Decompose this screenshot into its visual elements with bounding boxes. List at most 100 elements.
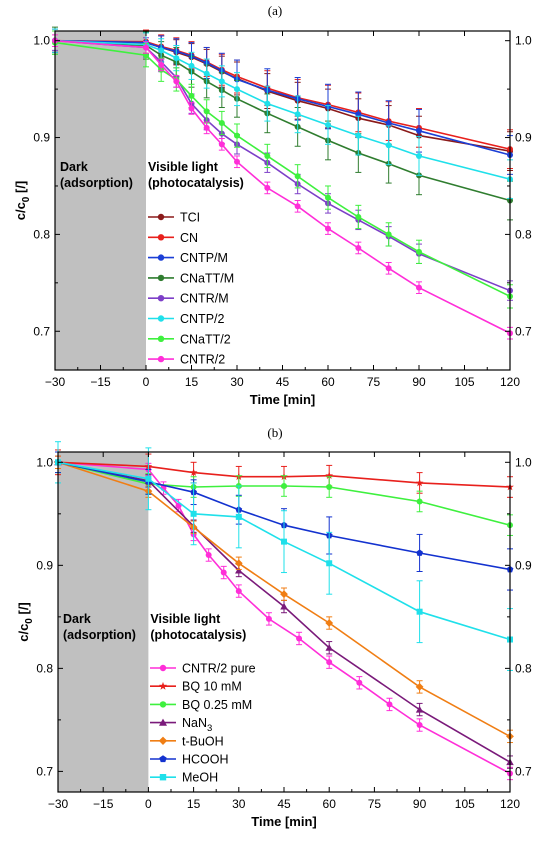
- legend-item-hcooh: HCOOH: [150, 753, 229, 767]
- data-point: [235, 566, 243, 574]
- x-tick-label: −30: [45, 375, 66, 389]
- x-tick-label: 75: [368, 797, 382, 811]
- legend-marker: [157, 274, 165, 282]
- x-tick-label: 30: [232, 797, 246, 811]
- series-cnatt-2: [52, 30, 513, 309]
- data-point: [173, 78, 180, 85]
- data-point: [188, 92, 195, 99]
- x-tick-label: −30: [48, 797, 69, 811]
- legend-marker: [157, 355, 165, 363]
- legend-label: CNTR/2 pure: [182, 662, 256, 676]
- x-tick-label: 105: [454, 375, 474, 389]
- data-point: [143, 44, 149, 51]
- data-point: [294, 111, 301, 118]
- data-point: [356, 679, 363, 686]
- dark-region-label: Dark: [63, 612, 91, 626]
- legend-item-t-buoh: t-BuOH: [150, 734, 224, 748]
- legend-label: CNaTT/2: [180, 332, 231, 346]
- legend-marker: [158, 681, 168, 690]
- data-point: [325, 644, 333, 651]
- legend-item-cntr-2: CNTR/2: [148, 353, 225, 367]
- data-point: [294, 173, 301, 180]
- legend-label: BQ 0.25 mM: [182, 698, 252, 712]
- x-tick-label: 60: [323, 797, 337, 811]
- data-point: [280, 602, 288, 610]
- legend-label: TCI: [180, 211, 200, 225]
- y-tick-label-right: 0.8: [515, 227, 532, 241]
- legend-item-bq-0-25-mm: BQ 0.25 mM: [150, 698, 252, 712]
- data-point: [189, 468, 198, 476]
- data-point: [325, 121, 331, 128]
- dark-region-label: (adsorption): [63, 628, 136, 642]
- y-tick-label-right: 1.0: [515, 455, 532, 469]
- legend-item-cntp-m: CNTP/M: [148, 251, 228, 265]
- dark-region: [58, 452, 149, 792]
- legend-item-cnatt-m: CNaTT/M: [148, 271, 234, 285]
- dark-region-label: (adsorption): [60, 176, 133, 190]
- data-point: [190, 510, 197, 517]
- legend-marker: [157, 234, 165, 241]
- data-point: [173, 55, 180, 62]
- data-point: [326, 484, 333, 491]
- data-point: [158, 61, 165, 68]
- data-point: [325, 471, 334, 479]
- legend-label: NaN3: [182, 716, 212, 734]
- y-axis-title: c/c0 [/]: [16, 602, 35, 642]
- y-tick-label-right: 0.8: [515, 661, 532, 675]
- x-tick-label: 15: [185, 375, 199, 389]
- y-tick-label: 0.8: [36, 661, 53, 675]
- legend-item-cntr-m: CNTR/M: [148, 292, 229, 306]
- legend-marker: [157, 335, 165, 342]
- y-tick-label-right: 0.9: [515, 558, 532, 572]
- data-point: [355, 244, 362, 251]
- data-point: [355, 132, 362, 139]
- x-tick-label: 90: [413, 797, 427, 811]
- x-tick-label: 0: [143, 375, 150, 389]
- light-region-label: (photocatalysis): [148, 176, 244, 190]
- legend-marker: [157, 315, 165, 322]
- legend-item-nan3: NaN3: [150, 716, 212, 734]
- data-point: [415, 705, 424, 713]
- data-point: [188, 62, 195, 69]
- data-point: [281, 538, 287, 545]
- data-point: [281, 483, 287, 489]
- data-point: [325, 619, 334, 627]
- legend-item-tci: TCI: [148, 211, 200, 225]
- data-point: [145, 475, 152, 482]
- legend-marker: [157, 295, 165, 302]
- legend-marker: [158, 736, 168, 745]
- x-tick-label: 105: [455, 797, 475, 811]
- x-axis-title: Time [min]: [251, 814, 317, 829]
- legend-marker: [159, 664, 167, 672]
- legend-item-cn: CN: [148, 231, 198, 245]
- y-tick-label-right: 0.9: [515, 131, 532, 145]
- legend-label: MeOH: [182, 771, 218, 785]
- data-point: [264, 100, 271, 107]
- dark-region-label: Dark: [60, 160, 88, 174]
- y-tick-label-right: 1.0: [515, 34, 532, 48]
- legend-item-cnatt-2: CNaTT/2: [148, 332, 231, 346]
- data-point: [416, 127, 422, 134]
- series-line: [57, 461, 511, 763]
- legend-label: CN: [180, 231, 198, 245]
- legend-label: CNTR/M: [180, 292, 229, 306]
- legend-marker: [157, 254, 165, 261]
- y-axis-title: c/c0 [/]: [13, 181, 32, 221]
- data-point: [220, 569, 227, 576]
- x-tick-label: 60: [321, 375, 335, 389]
- data-point: [296, 635, 303, 642]
- x-tick-label: 120: [500, 797, 520, 811]
- legend-marker: [159, 701, 167, 708]
- data-point: [265, 615, 272, 622]
- data-point: [234, 86, 240, 93]
- series-line: [57, 461, 511, 738]
- chart-panel-b: −30 −15 0 15 30 45 60 75 90 105 120 0.7 0.7 0.8 0.8 0.9…: [16, 441, 532, 829]
- data-point: [188, 105, 195, 112]
- data-point: [416, 498, 423, 505]
- legend-marker: [157, 213, 165, 221]
- panel-label-b: (b): [267, 425, 282, 440]
- x-tick-label: 45: [277, 797, 291, 811]
- y-tick-label: 1.0: [36, 455, 53, 469]
- data-point: [416, 284, 422, 291]
